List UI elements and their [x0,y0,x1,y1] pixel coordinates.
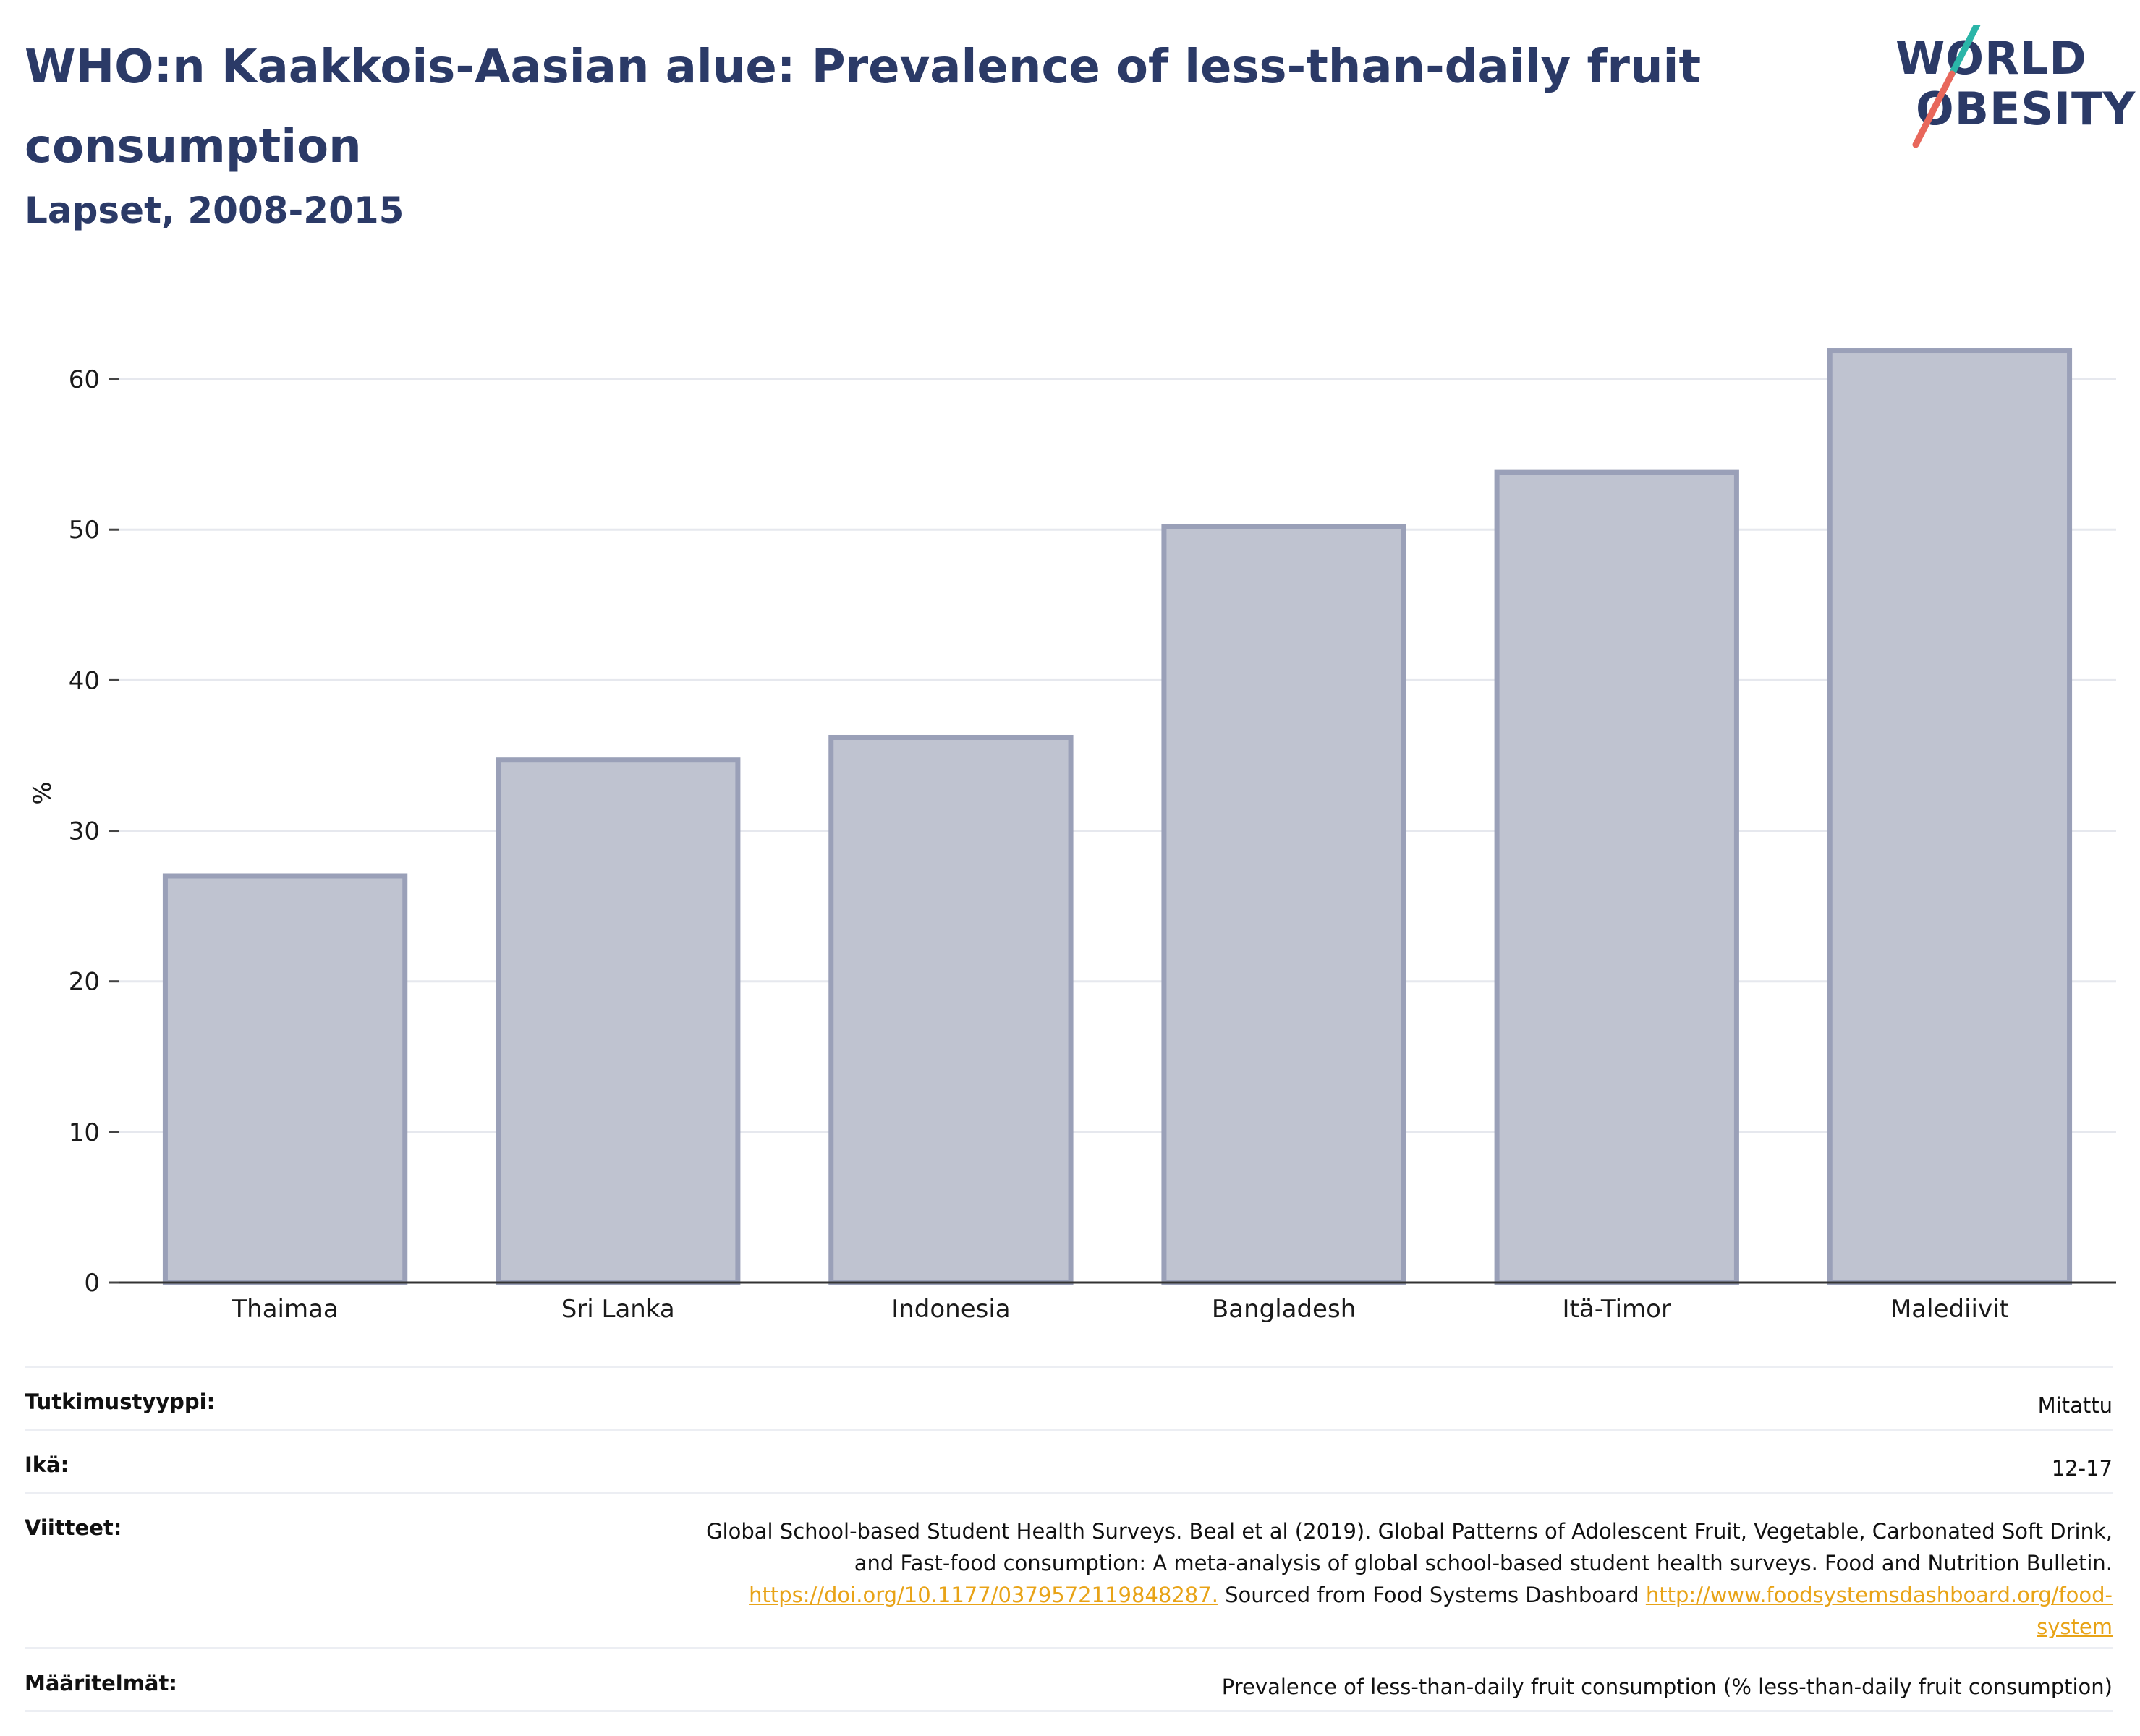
logo-line-1: WORLD [1895,32,2087,85]
bar-itä-timor [1494,469,1739,1285]
x-tick-label: Thaimaa [231,1295,338,1324]
x-axis-ticks: Thaimaa Sri Lanka Indonesia Bangladesh Itä-T… [231,1295,2008,1324]
chart-title: WHO:n Kaakkois-Aasian alue: Prevalence o… [25,41,1702,174]
meta-row-definitions: Määritelmät: Prevalence of less-than-dai… [25,1647,2113,1712]
food-systems-link[interactable]: http://www.foodsystemsdashboard.org/food… [1645,1583,2113,1607]
bar-thaimaa [162,873,408,1285]
study-type-value: Mitattu [2037,1393,2113,1418]
x-tick-label: Itä-Timor [1563,1295,1671,1324]
x-tick-label: Sri Lanka [561,1295,675,1324]
bar-chart: 0 10 20 30 40 50 60 Thaimaa Sri Lanka Indonesia B… [28,348,2116,1324]
x-tick-label: Indonesia [891,1295,1010,1324]
y-axis-ticks: 0 10 20 30 40 50 60 [69,365,119,1298]
bar-sri-lanka [496,757,741,1285]
definitions-value: Prevalence of less-than-daily fruit cons… [1221,1675,2113,1699]
doi-link[interactable]: https://doi.org/10.1177/0379572119848287… [749,1583,1218,1607]
y-tick-label: 30 [69,817,100,846]
references-label: Viitteet: [25,1515,122,1540]
meta-row-references: Viitteet: Global School-based Student He… [25,1492,2113,1647]
references-line-1: Global School-based Student Health Surve… [706,1519,2113,1544]
y-tick-label: 50 [69,516,100,545]
x-tick-label: Malediivit [1890,1295,2009,1324]
age-label: Ikä: [25,1452,69,1477]
world-obesity-logo: WORLD OBESITY [1894,25,2135,148]
y-tick-label: 20 [69,968,100,997]
age-value: 12-17 [2051,1456,2113,1481]
logo-slash-icon [1912,25,1981,148]
bar-indonesia [828,734,1074,1285]
references-line-2: and Fast-food consumption: A meta-analys… [854,1551,2113,1575]
y-tick-label: 0 [84,1269,100,1298]
references-value: Global School-based Student Health Surve… [706,1494,2113,1647]
y-tick-label: 40 [69,666,100,695]
food-systems-link-end[interactable]: system [2037,1614,2113,1639]
logo-line-2: OBESITY [1916,82,2136,135]
gridlines [119,378,2116,1133]
x-tick-label: Bangladesh [1212,1295,1356,1324]
meta-row-study-type: Tutkimustyyppi: Mitattu [25,1366,2113,1429]
y-axis-label: % [28,781,57,804]
y-tick-label: 60 [69,365,100,394]
bar-bangladesh [1161,524,1406,1285]
metadata-table: Tutkimustyyppi: Mitattu Ikä: 12-17 Viitt… [25,1366,2113,1712]
y-tick-label: 10 [69,1118,100,1147]
study-type-label: Tutkimustyyppi: [25,1390,216,1414]
bars [162,348,2073,1285]
meta-row-age: Ikä: 12-17 [25,1429,2113,1492]
definitions-label: Määritelmät: [25,1671,177,1695]
references-sourced: Sourced from Food Systems Dashboard [1218,1583,1646,1607]
bar-malediivit [1827,348,2073,1285]
chart-subtitle: Lapset, 2008-2015 [25,190,404,231]
